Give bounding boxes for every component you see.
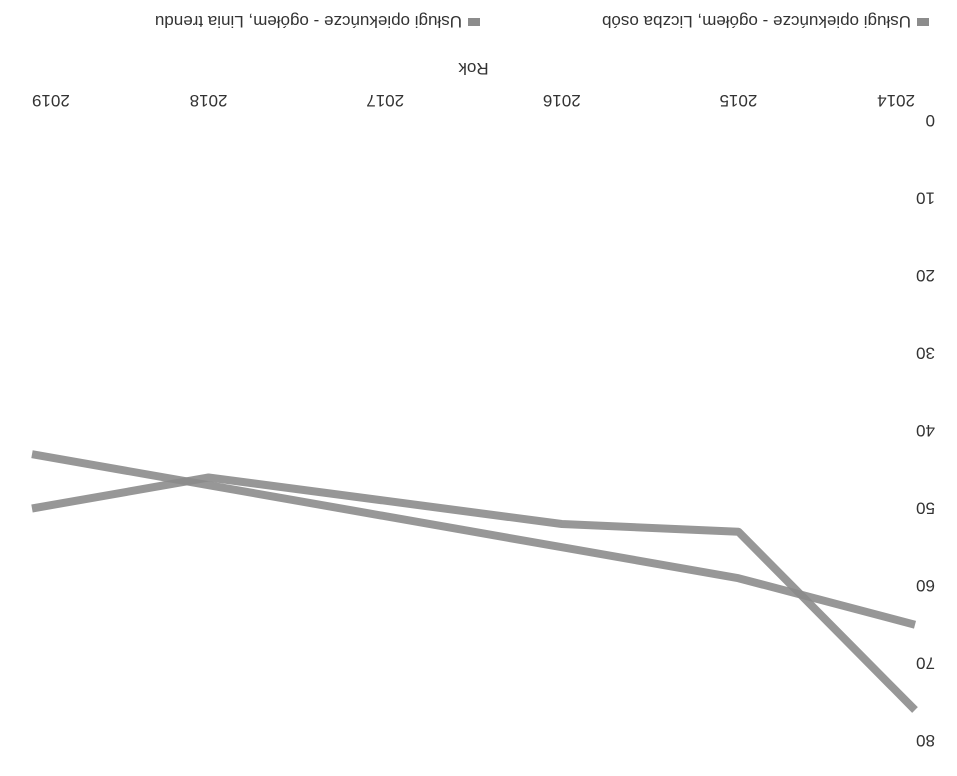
- y-tick-label: 10: [916, 189, 935, 208]
- x-tick-label: 2018: [190, 91, 228, 110]
- y-tick-label: 40: [916, 421, 935, 440]
- x-tick-label: 2019: [32, 91, 70, 110]
- y-tick-label: 50: [916, 499, 935, 518]
- y-tick-label: 0: [926, 111, 935, 130]
- x-tick-label: 2016: [543, 91, 581, 110]
- y-tick-label: 20: [916, 266, 935, 285]
- y-tick-label: 70: [916, 654, 935, 673]
- x-tick-label: 2015: [719, 91, 757, 110]
- x-tick-label: 2014: [877, 91, 915, 110]
- legend-label: Usługi opiekuńcze - ogółem, Liczba osób: [602, 12, 911, 31]
- legend-swatch: [917, 18, 929, 26]
- series-line-trend: [31, 450, 917, 629]
- x-axis-title: Rok: [458, 59, 489, 78]
- y-axis-ticks: 0 10 20 30 40 50 60 70 80: [916, 111, 935, 750]
- series-lines: [31, 450, 918, 713]
- x-tick-label: 2017: [366, 91, 404, 110]
- legend: Usługi opiekuńcze - ogółem, Liczba osób U…: [155, 12, 929, 31]
- legend-label: Usługi opiekuńcze - ogółem, Linia trendu: [155, 12, 462, 31]
- x-axis-ticks: 2014 2015 2016 2017 2018 2019: [32, 91, 915, 110]
- legend-swatch: [468, 18, 480, 26]
- y-tick-label: 60: [916, 576, 935, 595]
- y-tick-label: 80: [916, 731, 935, 750]
- y-tick-label: 30: [916, 344, 935, 363]
